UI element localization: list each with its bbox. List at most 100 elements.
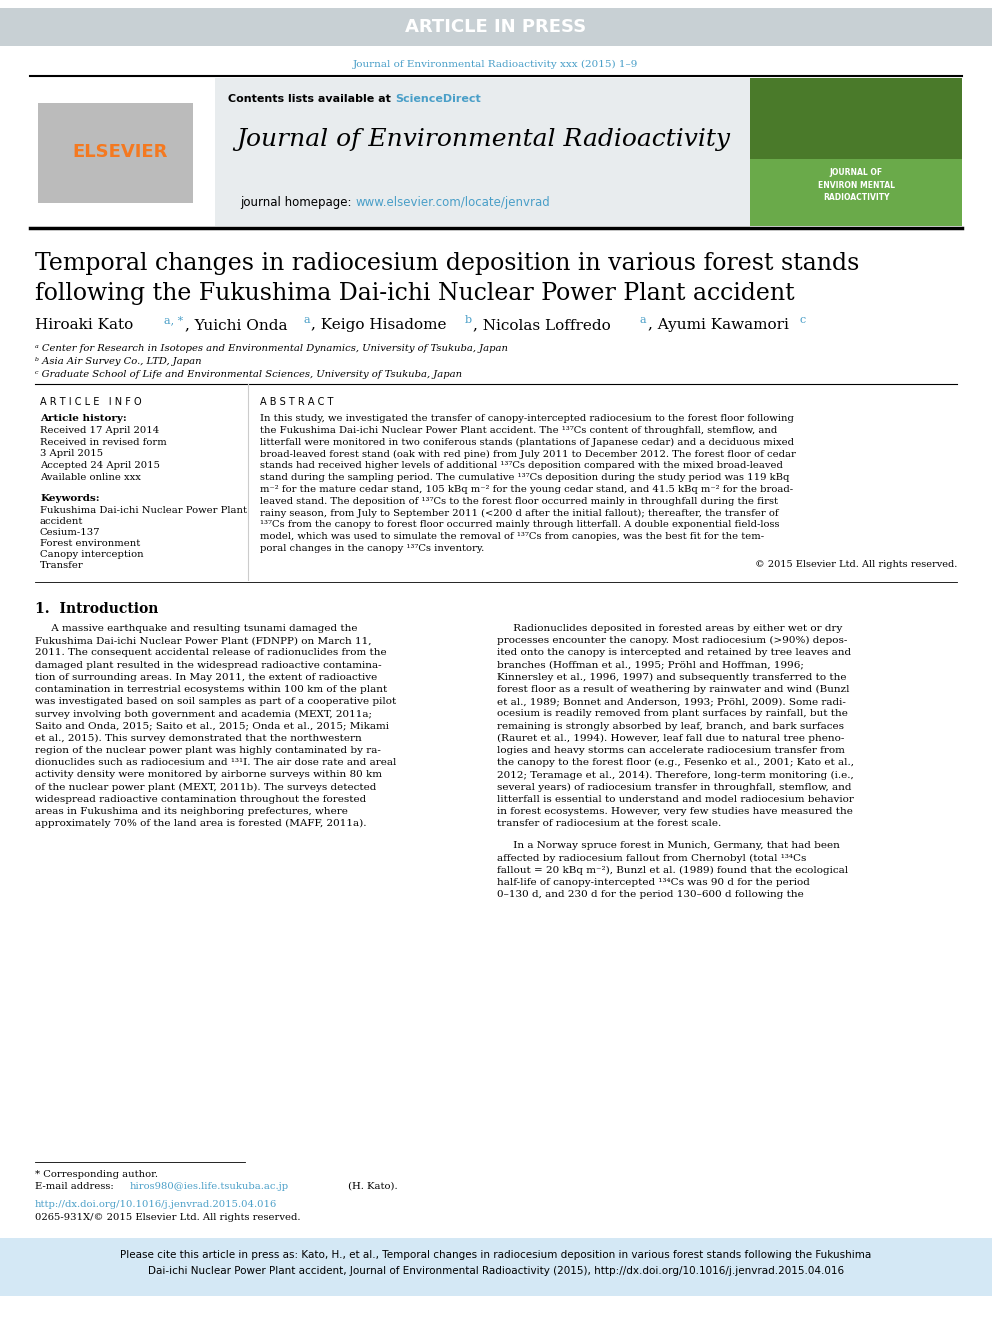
Text: logies and heavy storms can accelerate radiocesium transfer from: logies and heavy storms can accelerate r… [497,746,845,755]
Bar [215,78,750,226]
Text: Dai-ichi Nuclear Power Plant accident, Journal of Environmental Radioactivity (2: Dai-ichi Nuclear Power Plant accident, J… [148,1266,844,1275]
Text: A massive earthquake and resulting tsunami damaged the: A massive earthquake and resulting tsuna… [35,624,357,632]
Text: www.elsevier.com/locate/jenvrad: www.elsevier.com/locate/jenvrad [355,196,550,209]
Text: b: b [465,315,472,325]
Text: transfer of radiocesium at the forest scale.: transfer of radiocesium at the forest sc… [497,819,721,828]
Text: 1.  Introduction: 1. Introduction [35,602,159,617]
Text: Transfer: Transfer [40,561,83,570]
Text: ited onto the canopy is intercepted and retained by tree leaves and: ited onto the canopy is intercepted and … [497,648,851,658]
Text: ARTICLE IN PRESS: ARTICLE IN PRESS [406,19,586,36]
Text: Journal of Environmental Radioactivity: Journal of Environmental Radioactivity [236,128,730,151]
Text: rainy season, from July to September 2011 (<200 d after the initial fallout); th: rainy season, from July to September 201… [260,508,779,517]
Text: following the Fukushima Dai-ichi Nuclear Power Plant accident: following the Fukushima Dai-ichi Nuclear… [35,282,795,306]
Text: stands had received higher levels of additional ¹³⁷Cs deposition compared with t: stands had received higher levels of add… [260,462,783,470]
Text: 2011. The consequent accidental release of radionuclides from the: 2011. The consequent accidental release … [35,648,387,658]
Text: journal homepage:: journal homepage: [240,196,355,209]
Text: ᵃ Center for Research in Isotopes and Environmental Dynamics, University of Tsuk: ᵃ Center for Research in Isotopes and En… [35,344,508,353]
Text: leaved stand. The deposition of ¹³⁷Cs to the forest floor occurred mainly in thr: leaved stand. The deposition of ¹³⁷Cs to… [260,496,778,505]
Text: tion of surrounding areas. In May 2011, the extent of radioactive: tion of surrounding areas. In May 2011, … [35,673,377,681]
Text: Available online xxx: Available online xxx [40,474,141,482]
Text: JOURNAL OF
ENVIRON MENTAL
RADIOACTIVITY: JOURNAL OF ENVIRON MENTAL RADIOACTIVITY [817,168,895,202]
Text: half-life of canopy-intercepted ¹³⁴Cs was 90 d for the period: half-life of canopy-intercepted ¹³⁴Cs wa… [497,878,809,886]
Text: broad-leaved forest stand (oak with red pine) from July 2011 to December 2012. T: broad-leaved forest stand (oak with red … [260,450,796,459]
Text: ocesium is readily removed from plant surfaces by rainfall, but the: ocesium is readily removed from plant su… [497,709,848,718]
Text: model, which was used to simulate the removal of ¹³⁷Cs from canopies, was the be: model, which was used to simulate the re… [260,532,764,541]
Text: litterfall were monitored in two coniferous stands (plantations of Japanese ceda: litterfall were monitored in two conifer… [260,438,794,447]
Text: remaining is strongly absorbed by leaf, branch, and bark surfaces: remaining is strongly absorbed by leaf, … [497,721,844,730]
Text: damaged plant resulted in the widespread radioactive contamina-: damaged plant resulted in the widespread… [35,660,382,669]
Text: areas in Fukushima and its neighboring prefectures, where: areas in Fukushima and its neighboring p… [35,807,348,816]
Text: in forest ecosystems. However, very few studies have measured the: in forest ecosystems. However, very few … [497,807,853,816]
Text: affected by radiocesium fallout from Chernobyl (total ¹³⁴Cs: affected by radiocesium fallout from Che… [497,853,806,863]
Text: region of the nuclear power plant was highly contaminated by ra-: region of the nuclear power plant was hi… [35,746,381,755]
Text: Hiroaki Kato: Hiroaki Kato [35,318,138,332]
Text: Please cite this article in press as: Kato, H., et al., Temporal changes in radi: Please cite this article in press as: Ka… [120,1250,872,1259]
Text: was investigated based on soil samples as part of a cooperative pilot: was investigated based on soil samples a… [35,697,396,706]
Text: , Keigo Hisadome: , Keigo Hisadome [311,318,451,332]
Text: ᵇ Asia Air Survey Co., LTD, Japan: ᵇ Asia Air Survey Co., LTD, Japan [35,357,201,366]
Text: Cesium-137: Cesium-137 [40,528,100,537]
Text: the canopy to the forest floor (e.g., Fesenko et al., 2001; Kato et al.,: the canopy to the forest floor (e.g., Fe… [497,758,854,767]
Text: In a Norway spruce forest in Munich, Germany, that had been: In a Norway spruce forest in Munich, Ger… [497,841,840,851]
Text: c: c [800,315,806,325]
Text: a, *: a, * [164,315,184,325]
Text: In this study, we investigated the transfer of canopy-intercepted radiocesium to: In this study, we investigated the trans… [260,414,794,423]
Text: 3 April 2015: 3 April 2015 [40,448,103,458]
Text: stand during the sampling period. The cumulative ¹³⁷Cs deposition during the stu: stand during the sampling period. The cu… [260,474,790,482]
Text: Journal of Environmental Radioactivity xxx (2015) 1–9: Journal of Environmental Radioactivity x… [353,60,639,69]
Text: contamination in terrestrial ecosystems within 100 km of the plant: contamination in terrestrial ecosystems … [35,685,387,695]
Text: several years) of radiocesium transfer in throughfall, stemflow, and: several years) of radiocesium transfer i… [497,783,851,791]
Text: Accepted 24 April 2015: Accepted 24 April 2015 [40,460,160,470]
Text: the Fukushima Dai-ichi Nuclear Power Plant accident. The ¹³⁷Cs content of throug: the Fukushima Dai-ichi Nuclear Power Pla… [260,426,778,435]
Bar [30,78,215,226]
Text: Contents lists available at: Contents lists available at [228,94,395,105]
Text: approximately 70% of the land area is forested (MAFF, 2011a).: approximately 70% of the land area is fo… [35,819,366,828]
Text: , Nicolas Loffredo: , Nicolas Loffredo [473,318,616,332]
Text: , Yuichi Onda: , Yuichi Onda [185,318,293,332]
Text: http://dx.doi.org/10.1016/j.jenvrad.2015.04.016: http://dx.doi.org/10.1016/j.jenvrad.2015… [35,1200,277,1209]
Text: poral changes in the canopy ¹³⁷Cs inventory.: poral changes in the canopy ¹³⁷Cs invent… [260,544,484,553]
Text: Fukushima Dai-ichi Nuclear Power Plant: Fukushima Dai-ichi Nuclear Power Plant [40,505,247,515]
Text: ScienceDirect: ScienceDirect [395,94,481,105]
Text: © 2015 Elsevier Ltd. All rights reserved.: © 2015 Elsevier Ltd. All rights reserved… [755,560,957,569]
Text: branches (Hoffman et al., 1995; Pröhl and Hoffman, 1996;: branches (Hoffman et al., 1995; Pröhl an… [497,660,804,669]
Text: E-mail address:: E-mail address: [35,1181,117,1191]
Text: 2012; Teramage et al., 2014). Therefore, long-term monitoring (i.e.,: 2012; Teramage et al., 2014). Therefore,… [497,770,854,779]
Text: dionuclides such as radiocesium and ¹³¹I. The air dose rate and areal: dionuclides such as radiocesium and ¹³¹I… [35,758,397,767]
Text: of the nuclear power plant (MEXT, 2011b). The surveys detected: of the nuclear power plant (MEXT, 2011b)… [35,783,376,791]
Text: Article history:: Article history: [40,414,127,423]
Text: widespread radioactive contamination throughout the forested: widespread radioactive contamination thr… [35,795,366,804]
Text: 0–130 d, and 230 d for the period 130–600 d following the: 0–130 d, and 230 d for the period 130–60… [497,890,804,900]
Bar [38,103,193,202]
Text: Temporal changes in radiocesium deposition in various forest stands: Temporal changes in radiocesium depositi… [35,251,859,275]
Text: m⁻² for the mature cedar stand, 105 kBq m⁻² for the young cedar stand, and 41.5 : m⁻² for the mature cedar stand, 105 kBq … [260,484,794,493]
Bar [750,78,962,226]
Text: et al., 1989; Bonnet and Anderson, 1993; Pröhl, 2009). Some radi-: et al., 1989; Bonnet and Anderson, 1993;… [497,697,846,706]
Text: 0265-931X/© 2015 Elsevier Ltd. All rights reserved.: 0265-931X/© 2015 Elsevier Ltd. All right… [35,1213,301,1222]
Text: ELSEVIER: ELSEVIER [72,143,168,161]
Text: (Rauret et al., 1994). However, leaf fall due to natural tree pheno-: (Rauret et al., 1994). However, leaf fal… [497,734,844,744]
Text: a: a [303,315,310,325]
Text: (H. Kato).: (H. Kato). [345,1181,398,1191]
Text: accident: accident [40,517,83,527]
Text: litterfall is essential to understand and model radiocesium behavior: litterfall is essential to understand an… [497,795,854,804]
Text: a: a [640,315,647,325]
Text: et al., 2015). This survey demonstrated that the northwestern: et al., 2015). This survey demonstrated … [35,734,362,744]
Text: forest floor as a result of weathering by rainwater and wind (Bunzl: forest floor as a result of weathering b… [497,685,849,695]
Text: A R T I C L E   I N F O: A R T I C L E I N F O [40,397,142,407]
Text: A B S T R A C T: A B S T R A C T [260,397,333,407]
Text: Received 17 April 2014: Received 17 April 2014 [40,426,160,435]
Bar [750,159,962,226]
Text: Forest environment: Forest environment [40,538,140,548]
Text: ᶜ Graduate School of Life and Environmental Sciences, University of Tsukuba, Jap: ᶜ Graduate School of Life and Environmen… [35,370,462,378]
Text: hiros980@ies.life.tsukuba.ac.jp: hiros980@ies.life.tsukuba.ac.jp [130,1181,289,1191]
Text: survey involving both government and academia (MEXT, 2011a;: survey involving both government and aca… [35,709,372,718]
Text: Canopy interception: Canopy interception [40,550,144,560]
Text: processes encounter the canopy. Most radiocesium (>90%) depos-: processes encounter the canopy. Most rad… [497,636,847,646]
Text: ¹³⁷Cs from the canopy to forest floor occurred mainly through litterfall. A doub: ¹³⁷Cs from the canopy to forest floor oc… [260,520,780,529]
Text: Keywords:: Keywords: [40,493,99,503]
Bar [0,1238,992,1297]
Text: , Ayumi Kawamori: , Ayumi Kawamori [648,318,794,332]
Bar [0,8,992,46]
Text: Saito and Onda, 2015; Saito et al., 2015; Onda et al., 2015; Mikami: Saito and Onda, 2015; Saito et al., 2015… [35,721,389,730]
